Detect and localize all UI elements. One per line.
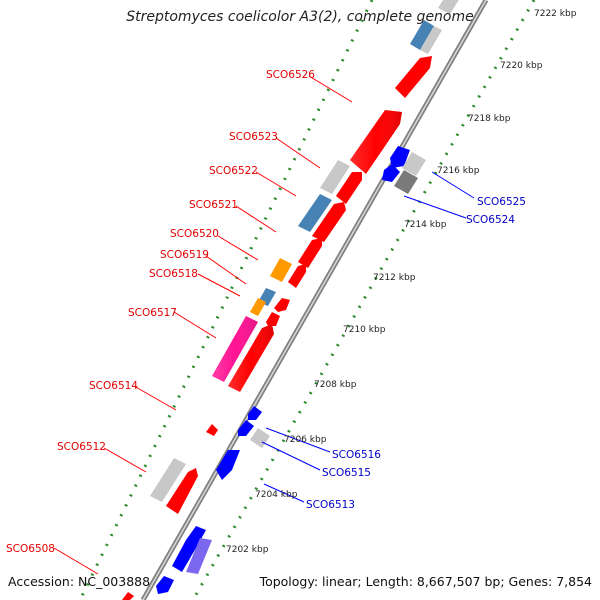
gene-label-sco6508[interactable]: SCO6508 [6, 543, 55, 555]
gene-feature [410, 20, 434, 50]
gene-feature [336, 172, 362, 204]
leader-line [197, 273, 241, 297]
gene-feature [320, 160, 350, 194]
leader-line [103, 447, 147, 473]
gene-label-sco6519[interactable]: SCO6519 [160, 249, 209, 261]
gene-label-sco6517[interactable]: SCO6517 [128, 307, 177, 319]
leader-line [431, 171, 475, 199]
gene-feature [438, 0, 459, 14]
leader-line [205, 255, 247, 285]
gene-shading [212, 110, 402, 392]
gene-label-sco6520[interactable]: SCO6520 [170, 228, 219, 240]
gene-feature [156, 576, 174, 594]
ruler-label: 7210 kbp [343, 325, 386, 335]
leader-line [261, 441, 321, 471]
gene-label-sco6525[interactable]: SCO6525 [477, 196, 526, 208]
leader-line [255, 171, 297, 197]
gene-labels-left: SCO6508 SCO6512 SCO6514 SCO6517 SCO6518 … [6, 69, 315, 555]
gene-feature [166, 468, 198, 514]
leader-line [173, 311, 217, 339]
accession-text: Accession: NC_003888 [8, 574, 151, 589]
gene-label-sco6513[interactable]: SCO6513 [306, 499, 355, 511]
gene-label-sco6521[interactable]: SCO6521 [189, 199, 238, 211]
ruler-labels: 7202 kbp 7204 kbp 7206 kbp 7208 kbp 7210… [226, 9, 577, 555]
gene-label-sco6523[interactable]: SCO6523 [229, 131, 278, 143]
gene-feature [382, 164, 400, 182]
gene-feature [420, 26, 442, 54]
genome-backbone-highlight [142, 0, 487, 600]
gene-feature [270, 258, 292, 282]
gene-feature [312, 202, 346, 242]
gene-feature [402, 152, 426, 176]
gene-feature [298, 194, 332, 232]
ruler-label: 7204 kbp [255, 490, 298, 500]
gene-feature [250, 428, 270, 448]
gene-label-sco6516[interactable]: SCO6516 [332, 449, 381, 461]
leader-line [275, 137, 321, 169]
ruler-label: 7212 kbp [373, 273, 416, 283]
gene-feature [394, 170, 418, 194]
gene-feature [390, 146, 410, 168]
leader-line [263, 483, 305, 503]
ruler-label: 7218 kbp [468, 114, 511, 124]
gene-feature [248, 406, 262, 420]
leader-line [403, 195, 467, 219]
gene-feature [172, 526, 206, 572]
leader-line [217, 235, 259, 261]
leader-line [53, 547, 99, 575]
gene-label-sco6526[interactable]: SCO6526 [266, 69, 315, 81]
gene-label-sco6518[interactable]: SCO6518 [149, 268, 198, 280]
ruler-dots-right [191, 0, 536, 600]
gene-feature [206, 424, 218, 436]
gene-labels-right: SCO6513 SCO6515 SCO6516 SCO6524 SCO6525 [306, 196, 526, 511]
ruler-label: 7222 kbp [534, 9, 577, 19]
gene-label-sco6514[interactable]: SCO6514 [89, 380, 138, 392]
gene-feature [266, 312, 280, 326]
leader-line [265, 427, 331, 453]
gene-label-sco6524[interactable]: SCO6524 [466, 214, 515, 226]
gene-label-sco6512[interactable]: SCO6512 [57, 441, 106, 453]
genome-title: Streptomyces coelicolor A3(2), complete … [126, 9, 474, 25]
leader-line [133, 385, 177, 411]
gene-label-sco6522[interactable]: SCO6522 [209, 165, 258, 177]
gene-label-sco6515[interactable]: SCO6515 [322, 467, 371, 479]
ruler-label: 7220 kbp [500, 61, 543, 71]
ruler-label: 7202 kbp [226, 545, 269, 555]
ruler-label: 7208 kbp [314, 380, 357, 390]
gene-feature [186, 538, 212, 574]
gene-feature [216, 450, 240, 480]
genome-summary-text: Topology: linear; Length: 8,667,507 bp; … [259, 574, 592, 589]
leader-line [235, 205, 277, 233]
gene-feature [288, 264, 306, 288]
gene-feature [298, 238, 322, 268]
gene-feature [238, 420, 254, 436]
gene-feature [395, 56, 432, 98]
ruler-dots-left [78, 0, 374, 600]
gene-feature [122, 592, 134, 600]
ruler-label: 7214 kbp [404, 220, 447, 230]
gene-feature [274, 298, 290, 312]
gene-feature [150, 458, 186, 502]
ruler-label: 7216 kbp [437, 166, 480, 176]
gene-features [122, 0, 459, 600]
ruler-label: 7206 kbp [284, 435, 327, 445]
leader-line [308, 75, 353, 103]
gene-feature [250, 298, 266, 316]
leader-lines [53, 75, 475, 575]
